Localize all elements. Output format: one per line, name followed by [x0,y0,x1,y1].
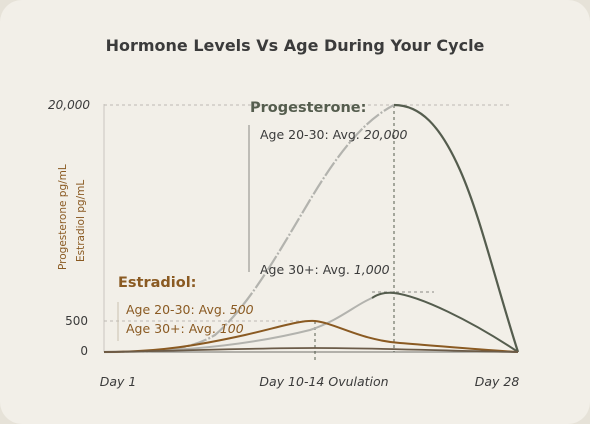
progesterone-annotation-title: Progesterone: [250,100,366,116]
series-estradiol-age-30-plus [103,347,519,353]
y-tick-0: 0 [80,344,88,358]
estradiol-young-annotation: Age 20-30: Avg. 500 [126,302,254,317]
series-progesterone-age-20-30 [393,103,520,353]
progesterone-young-annotation: Age 20-30: Avg. 20,000 [260,127,408,142]
x-tick-day1: Day 1 [100,374,137,389]
estradiol-old-annotation: Age 30+: Avg. 100 [126,321,244,336]
y-tick-500: 500 [65,314,88,328]
progesterone-old-annotation: Age 30+: Avg. 1,000 [260,262,390,277]
series-progesterone-age-30-plus [371,291,519,353]
x-tick-day28: Day 28 [475,374,520,389]
estradiol-annotation-title: Estradiol: [118,275,196,291]
series-estradiol-age-20-30 [103,319,519,353]
chart-title: Hormone Levels Vs Age During Your Cycle [105,36,485,55]
y-tick-20000: 20,000 [48,98,90,112]
x-tick-ovulation: Day 10-14 Ovulation [259,374,388,389]
y-axis-label-progesterone: Progesterone pg/mL [57,164,69,270]
y-axis-label-estradiol: Estradiol pg/mL [75,180,87,262]
